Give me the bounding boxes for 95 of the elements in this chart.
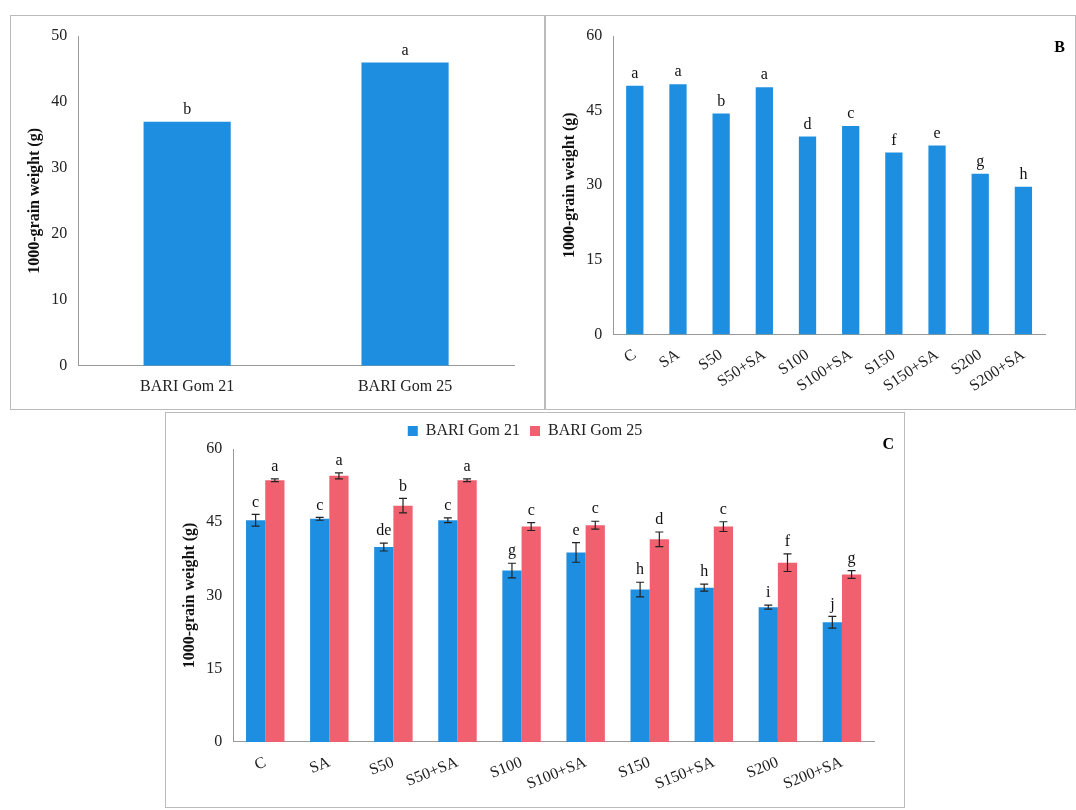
bar (971, 173, 989, 335)
data-label: c (252, 492, 260, 510)
data-label: j (829, 594, 835, 613)
x-tick-label: BARI Gom 21 (140, 376, 235, 394)
data-label: a (674, 62, 682, 80)
text: B (1054, 38, 1065, 56)
y-axis-title: 1000-grain weight (g) (24, 128, 43, 274)
bar (329, 475, 349, 742)
data-label: e (572, 520, 580, 538)
y-tick-label: 30 (51, 158, 68, 176)
data-label: c (444, 496, 452, 514)
bar (521, 526, 541, 742)
data-label: a (631, 63, 639, 81)
data-label: g (847, 548, 856, 567)
y-tick-label: 40 (51, 92, 68, 110)
x-tick-label: S50 (366, 752, 397, 778)
bar (713, 526, 734, 742)
bar (755, 87, 773, 335)
data-label: c (719, 499, 727, 517)
bar (841, 574, 862, 742)
data-label: de (376, 521, 392, 539)
data-label: d (803, 114, 812, 132)
y-tick-label: 45 (586, 100, 603, 118)
y-tick-label: 10 (51, 290, 68, 308)
data-label: f (891, 130, 898, 148)
data-label: a (271, 456, 279, 474)
bar (712, 113, 730, 335)
bar (885, 152, 903, 335)
y-tick-label: 15 (586, 250, 603, 268)
bar (374, 547, 394, 742)
y-axis-title: 1000-grain weight (g) (559, 112, 578, 259)
data-label: c (591, 499, 599, 517)
data-label: h (636, 560, 645, 578)
bar (438, 520, 458, 742)
bar (585, 525, 605, 742)
x-tick-label: C (620, 345, 639, 366)
bar (310, 518, 330, 742)
bar (1014, 186, 1033, 335)
y-tick-label: 0 (59, 356, 68, 373)
data-label: a (463, 456, 471, 474)
data-label: g (507, 541, 516, 560)
bar (842, 126, 860, 335)
data-label: a (401, 40, 409, 58)
bar (798, 136, 817, 335)
y-tick-label: 15 (206, 658, 223, 676)
x-tick-label: BARI Gom 25 (357, 376, 453, 394)
legend-label: BARI Gom 21 (425, 421, 521, 439)
x-tick-label: S200 (743, 752, 781, 781)
y-tick-label: 30 (586, 175, 603, 193)
bar (822, 622, 842, 742)
bar (502, 570, 522, 742)
bar (669, 84, 687, 335)
data-label: b (183, 99, 192, 117)
y-tick-label: 45 (206, 512, 223, 530)
data-label: c (847, 104, 855, 122)
y-tick-label: 60 (586, 26, 603, 44)
bar (758, 607, 778, 742)
y-axis-title: 1000-grain weight (g) (179, 522, 198, 669)
bar (393, 505, 413, 742)
bar (630, 589, 650, 742)
bar (265, 480, 285, 742)
data-label: a (335, 451, 343, 469)
data-label: b (717, 91, 726, 109)
bar (928, 145, 946, 335)
data-label: g (976, 151, 985, 170)
y-tick-label: 30 (206, 585, 223, 603)
bar (649, 539, 669, 742)
x-tick-label: S150 (615, 752, 653, 781)
data-label: b (399, 476, 408, 494)
data-label: c (316, 495, 324, 513)
data-label: e (933, 123, 941, 141)
y-tick-label: 50 (51, 26, 68, 44)
y-tick-label: 60 (206, 439, 223, 457)
data-label: c (527, 500, 535, 518)
data-label: a (760, 65, 768, 83)
y-tick-label: 20 (51, 224, 68, 242)
data-label: f (784, 532, 791, 550)
x-tick-label: C (251, 752, 268, 773)
bar (626, 85, 644, 335)
data-label: i (766, 583, 772, 601)
bar (246, 520, 266, 742)
bar (777, 562, 798, 742)
data-label: h (700, 562, 709, 580)
x-tick-label: S100 (487, 752, 525, 781)
y-tick-label: 0 (594, 324, 603, 342)
data-label: d (655, 510, 664, 528)
x-tick-label: SA (306, 752, 333, 777)
y-tick-label: 0 (214, 732, 223, 750)
data-label: h (1019, 164, 1028, 182)
legend-label: BARI Gom 25 (548, 421, 643, 439)
bar (566, 552, 586, 742)
bar (694, 587, 714, 742)
bar (457, 480, 477, 742)
text: C (882, 435, 894, 453)
x-tick-label: SA (655, 345, 683, 371)
